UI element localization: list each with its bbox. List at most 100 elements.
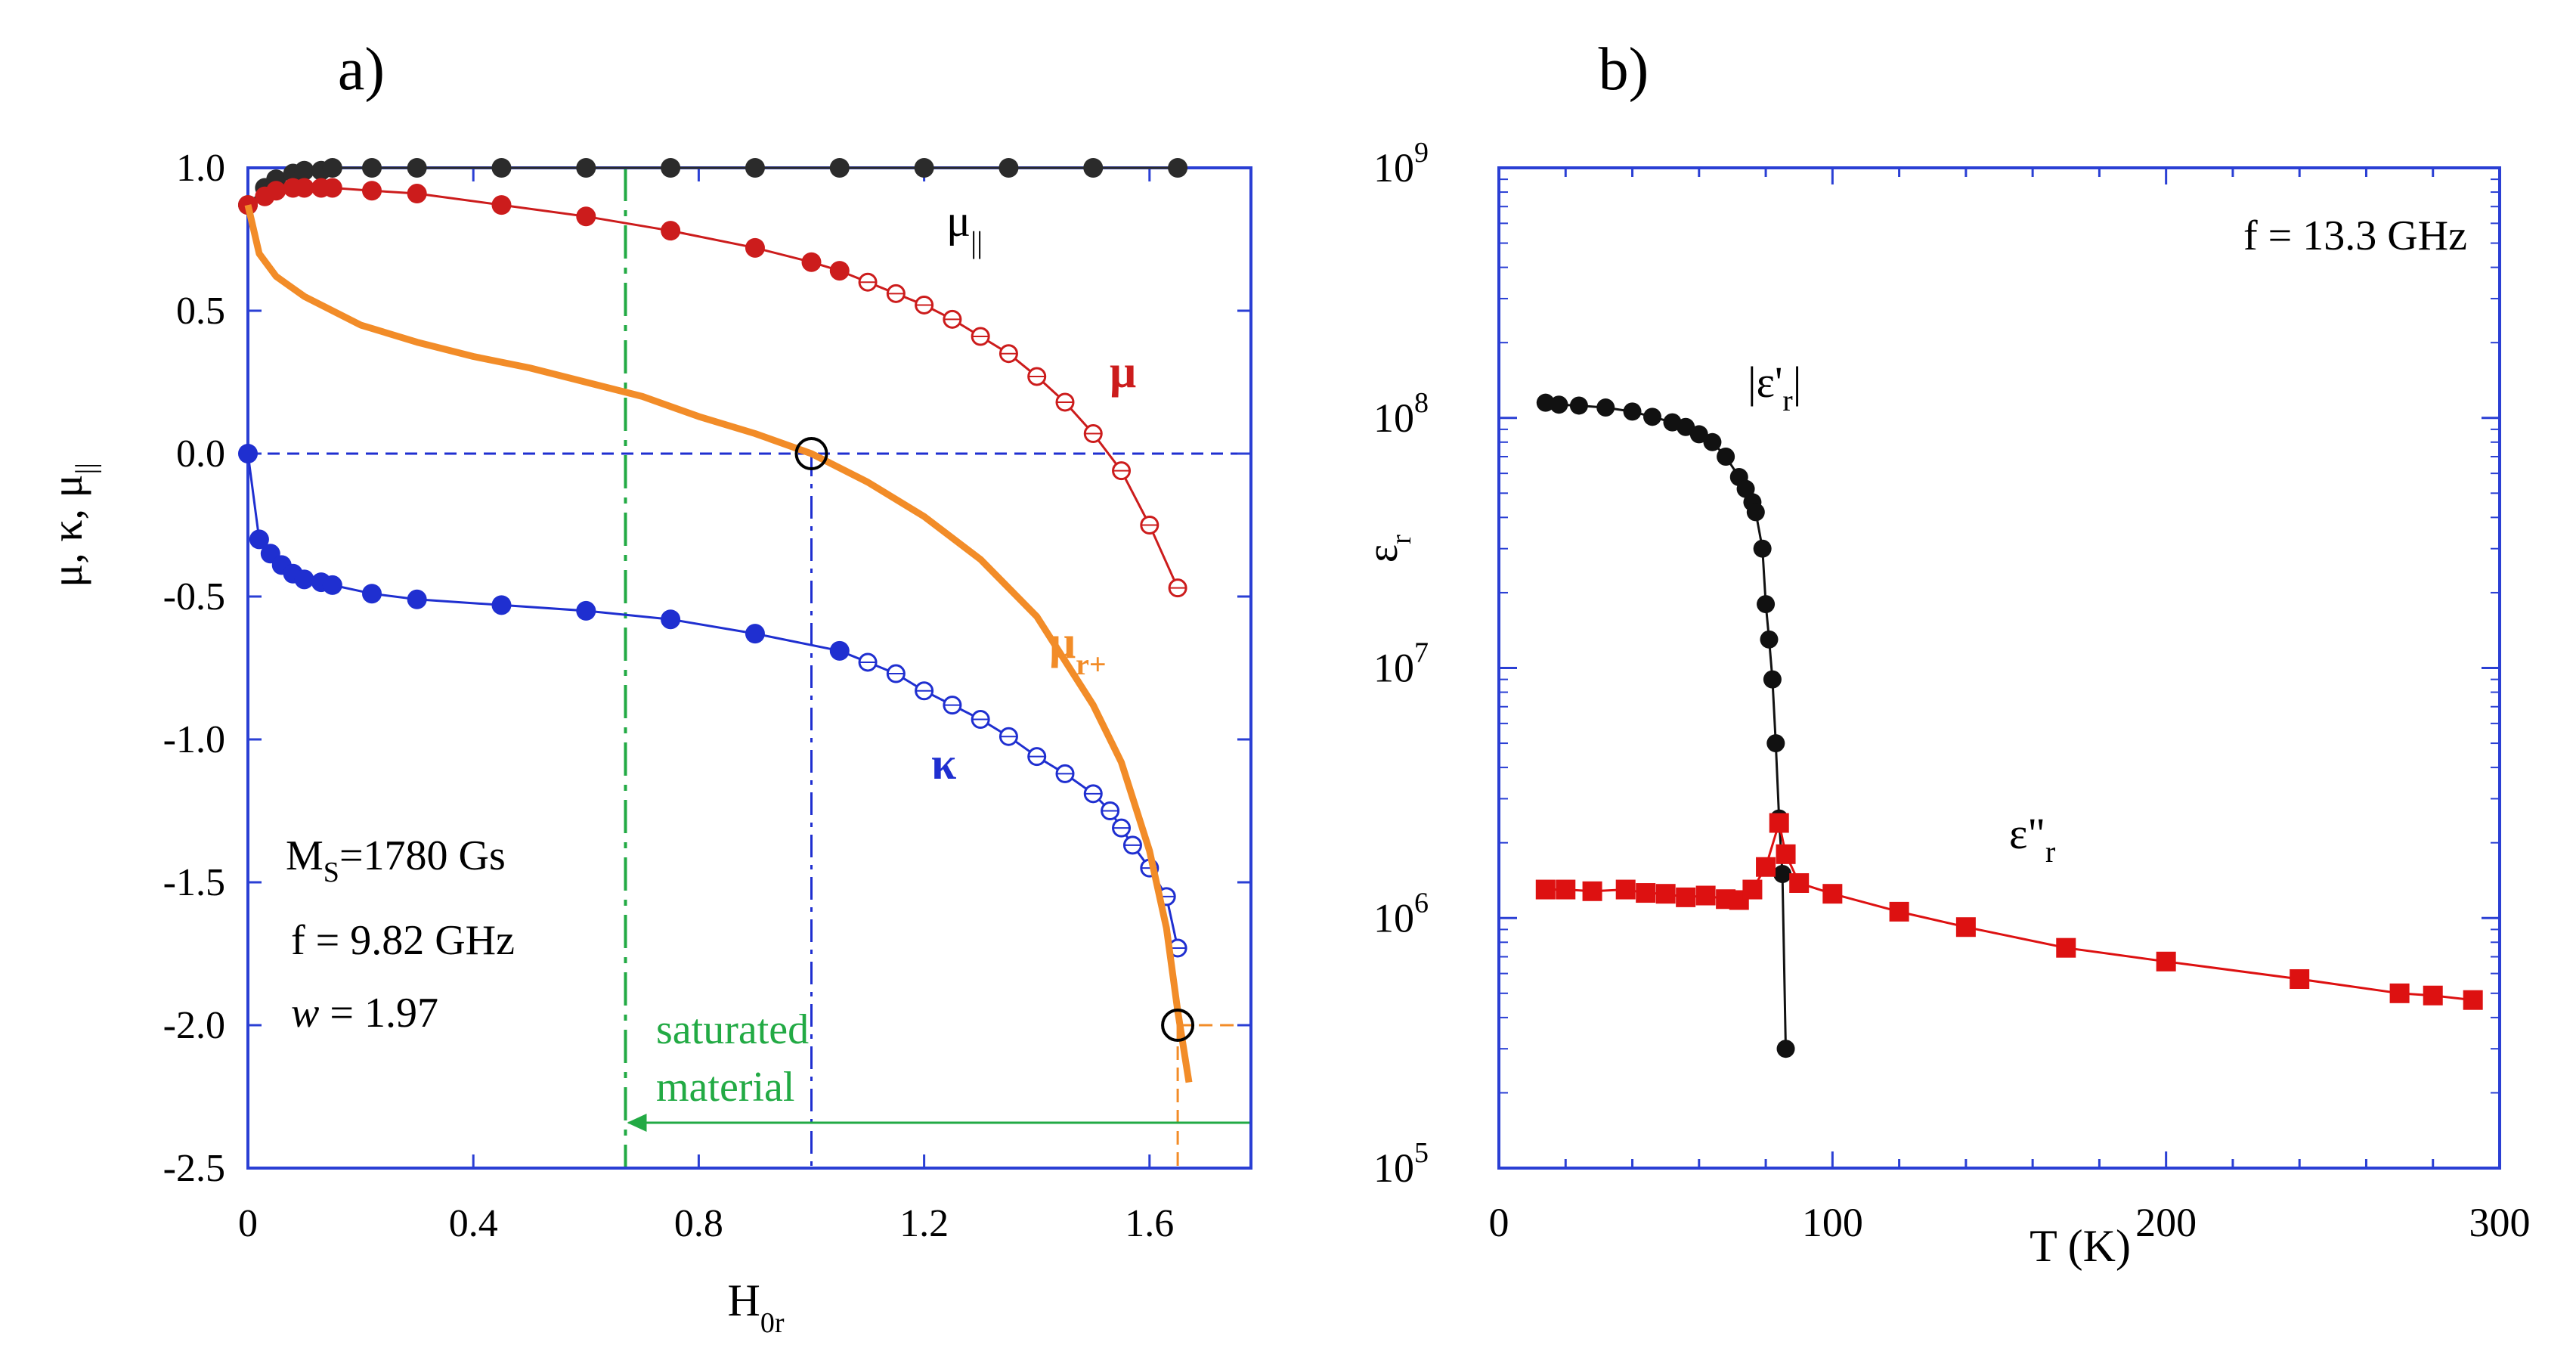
x-tick-label: 1.6 <box>1125 1202 1174 1245</box>
series-1-point <box>322 178 342 198</box>
series-1-point <box>661 221 681 241</box>
series-0-point <box>745 158 765 178</box>
series-0-point <box>1703 432 1722 451</box>
y-tick-label: -0.5 <box>163 575 225 618</box>
series-1-point <box>1695 885 1716 906</box>
w-value: = 1.97 <box>319 990 438 1037</box>
series-0-point <box>1746 503 1765 522</box>
x-tick-label: 0 <box>238 1202 258 1245</box>
series-1-point <box>294 178 314 198</box>
x-tick-label: 0.8 <box>674 1202 723 1245</box>
y-tick-label: 1.0 <box>176 147 225 190</box>
series-0-point <box>1643 408 1662 426</box>
series-0-point <box>1536 393 1555 412</box>
x-tick-label: 1.2 <box>899 1202 949 1245</box>
series-1-point <box>2290 968 2310 989</box>
x-axis-label-a: H0r <box>728 1275 785 1339</box>
series-1-point <box>1636 883 1656 903</box>
series-0-point <box>1623 402 1642 421</box>
series-2-point <box>322 575 342 595</box>
frequency-annotation-b: f = 13.3 GHz <box>2243 212 2467 259</box>
series-0-point <box>1689 425 1708 444</box>
series-1-point <box>362 181 382 201</box>
series-1-point <box>1615 879 1636 900</box>
y-tick-label-exponent: 8 <box>1414 387 1429 419</box>
series-0-point <box>294 160 314 181</box>
series-1-point <box>1822 884 1843 904</box>
saturated-label-line1: saturated <box>656 1006 809 1053</box>
series-3-curve <box>244 204 1193 1083</box>
series-1-point <box>1556 879 1576 900</box>
series-2-point <box>249 529 269 550</box>
series-0-point <box>999 158 1019 178</box>
series-1-point <box>801 252 822 272</box>
series-label-0: |ε'r| <box>1748 358 1801 417</box>
circled-point-marker <box>1161 1009 1195 1042</box>
series-0-point <box>1596 398 1615 417</box>
y-tick-label: -2.0 <box>163 1004 225 1047</box>
chart-panel-a: a) 0 0.4 0.8 1.2 1.6 1.0 0.5 0.0 -0.5 -1.0 -1.5 -2.0… <box>0 0 1285 1345</box>
series-1-point <box>1756 857 1776 877</box>
series-label-main: μ <box>946 196 971 246</box>
series-0-point <box>1757 595 1776 614</box>
series-label-end: | <box>1793 358 1802 407</box>
x-tick-label: 100 <box>1802 1200 1863 1245</box>
series-1-point <box>266 181 286 201</box>
series-1-point <box>491 195 512 215</box>
series-1-point <box>1655 884 1676 904</box>
y-tick-label-base: 10 <box>1373 1145 1414 1191</box>
chart-a-svg: a) 0 0.4 0.8 1.2 1.6 1.0 0.5 0.0 -0.5 -1.0 -1.5 -2.0… <box>42 36 1252 1339</box>
y-axis-label-a: μ, κ, μ|| <box>42 463 102 587</box>
x-tick-label: 0 <box>1489 1200 1509 1245</box>
series-1-point <box>1676 887 1696 907</box>
series-2-point <box>407 589 427 609</box>
y-tick-label-exponent: 6 <box>1414 887 1429 919</box>
series-label-1: ε"r <box>2009 809 2055 869</box>
series-0-curve <box>246 166 1178 206</box>
series-1-point <box>2389 983 2410 1003</box>
series-0-point <box>1753 539 1772 558</box>
series-1-point <box>1769 813 1789 833</box>
series-0-point <box>362 158 382 178</box>
y-axis-label-subscript: || <box>70 463 102 474</box>
circled-point-marker <box>794 437 828 470</box>
series-0-point <box>1550 395 1568 414</box>
y-axis-label-subscript: r <box>1386 535 1417 544</box>
chart-panel-b: b) 0 100 200 300 105 106 107 108 109 T (K) εr |ε'r| ε… <box>1285 0 2576 1345</box>
series-label-1: μ <box>1110 346 1136 398</box>
y-axis-label-main: μ, κ, μ <box>42 474 91 587</box>
plot-area-frame-b <box>1497 166 2501 1170</box>
series-0-point <box>1766 734 1785 753</box>
series-0-point <box>1773 865 1792 884</box>
series-0-point <box>576 158 596 178</box>
series-2-point <box>745 624 765 644</box>
series-2-point <box>491 595 512 615</box>
series-0-point <box>661 158 681 178</box>
y-tick-label: 109 <box>1373 137 1429 191</box>
series-label-subscript: || <box>971 225 983 259</box>
y-tick-label: 108 <box>1373 387 1429 441</box>
y-tick-label: 105 <box>1373 1137 1429 1191</box>
y-tick-label-base: 10 <box>1373 145 1414 191</box>
series-label-main: κ <box>931 739 956 789</box>
series-label-subscript: r+ <box>1076 647 1107 681</box>
series-0-point <box>1776 1040 1795 1058</box>
series-1-point <box>1955 917 1976 937</box>
y-axis-label-main: ε <box>1358 544 1407 562</box>
x-tick-label: 0.4 <box>449 1202 498 1245</box>
series-1-point <box>745 237 765 258</box>
series-2-point <box>238 444 258 463</box>
series-label-0: μ|| <box>946 196 983 259</box>
x-tick-label: 300 <box>2469 1200 2531 1245</box>
series-0-point <box>1717 447 1735 466</box>
x-axis-label-main: H <box>728 1275 760 1325</box>
y-tick-label-exponent: 5 <box>1414 1137 1429 1169</box>
x-tick-label: 200 <box>2135 1200 2197 1245</box>
y-tick-label: 0.0 <box>176 432 225 476</box>
panel-label-b: b) <box>1599 36 1649 103</box>
series-0-point <box>1569 396 1588 415</box>
series-label-main: ε" <box>2009 809 2045 858</box>
frequency-annotation-a: f = 9.82 GHz <box>291 917 515 964</box>
w-annotation: w = 1.97 <box>291 990 438 1037</box>
y-tick-label-base: 10 <box>1373 895 1414 941</box>
